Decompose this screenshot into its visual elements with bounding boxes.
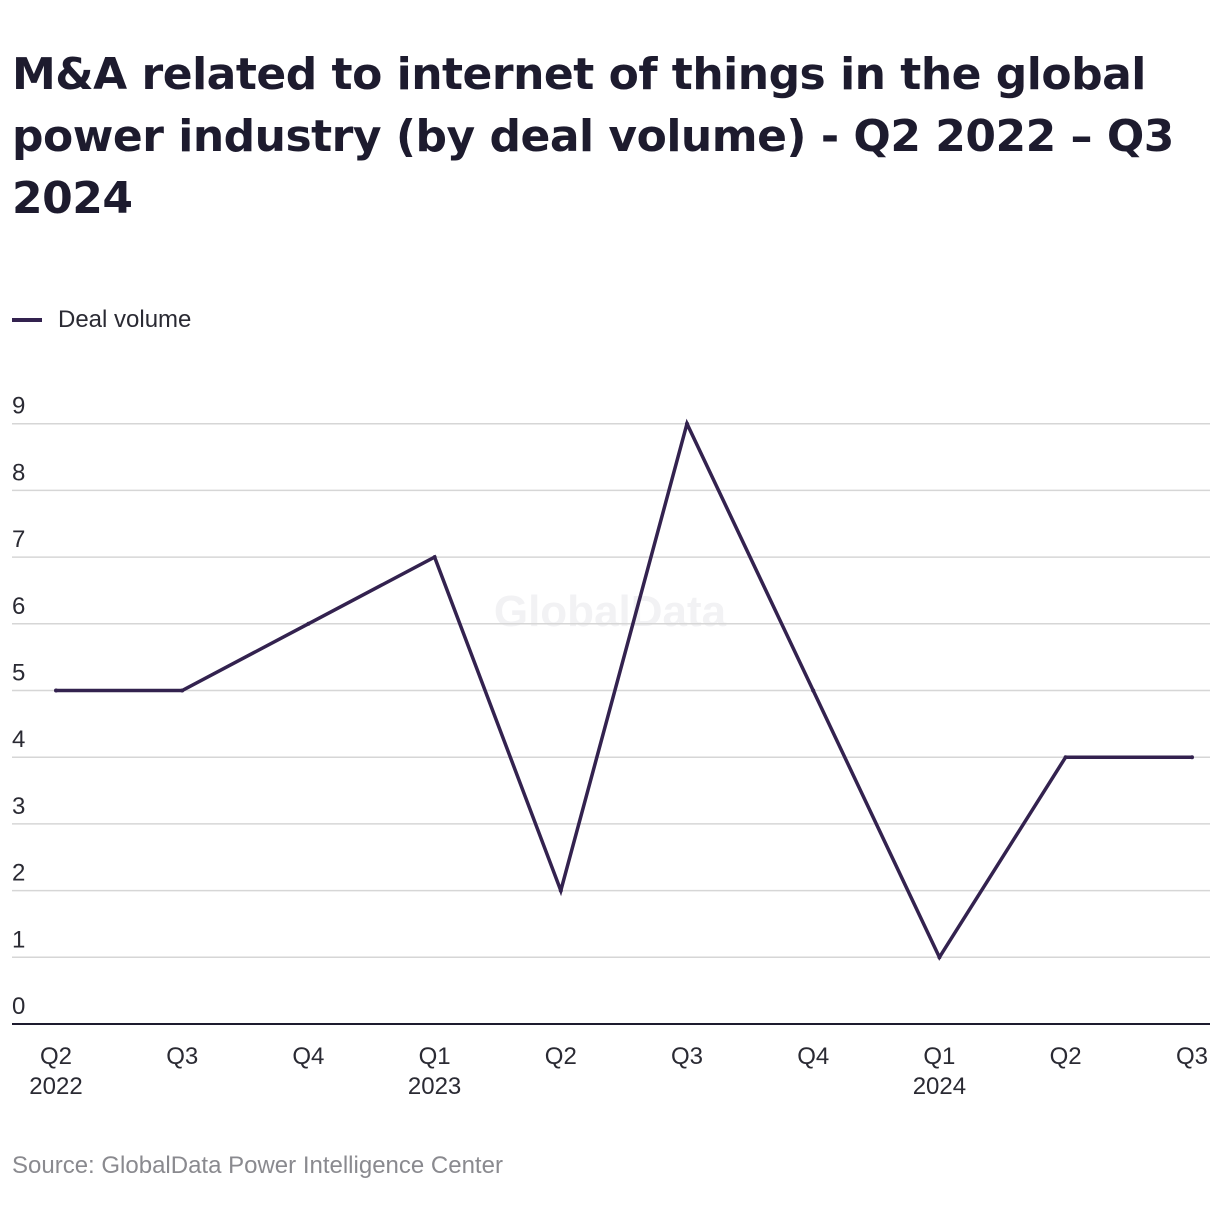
y-tick-label: 2 [12, 860, 25, 887]
data-point-q4-2023 [811, 688, 816, 693]
data-point-q4-2022 [306, 621, 311, 626]
y-tick-label: 8 [12, 459, 25, 486]
data-point-q2-2023 [558, 888, 563, 893]
y-tick-label: 9 [12, 393, 25, 420]
data-point-q2-2024 [1063, 755, 1068, 760]
x-tick-label: Q3 [671, 1043, 703, 1070]
legend: Deal volume [12, 306, 191, 334]
watermark-text: GlobalData [494, 587, 727, 636]
data-point-q2-2022 [54, 688, 58, 693]
x-tick-label: Q1 [923, 1043, 955, 1070]
y-tick-label: 4 [12, 726, 25, 753]
data-point-q3-2024 [1190, 755, 1194, 760]
x-tick-label: Q3 [166, 1043, 198, 1070]
data-point-q1-2023 [432, 555, 437, 560]
legend-line-swatch [12, 318, 42, 322]
data-point-q3-2022 [180, 688, 185, 693]
series-line-deal-volume [56, 418, 1192, 961]
data-point-q1-2024 [937, 955, 942, 960]
gridlines [12, 422, 1210, 1025]
y-tick-label: 1 [12, 926, 25, 953]
y-tick-label: 7 [12, 526, 25, 553]
x-tick-label: Q2 [545, 1043, 577, 1070]
y-axis-ticks: 0 1 2 3 4 5 6 7 8 9 [12, 393, 25, 1020]
x-axis-ticks: Q2 2022 Q3 Q4 Q1 2023 Q2 Q3 Q4 Q1 2024 Q2 Q3 [29, 1043, 1208, 1100]
x-tick-year-label: 2022 [29, 1073, 82, 1100]
y-tick-label: 0 [12, 993, 25, 1020]
y-tick-label: 3 [12, 793, 25, 820]
x-tick-label: Q3 [1176, 1043, 1208, 1070]
x-tick-year-label: 2024 [913, 1073, 966, 1100]
y-tick-label: 6 [12, 593, 25, 620]
x-tick-year-label: 2023 [408, 1073, 461, 1100]
series-layer [54, 418, 1194, 961]
y-tick-label: 5 [12, 660, 25, 687]
x-tick-label: Q2 [40, 1043, 72, 1070]
x-tick-label: Q1 [419, 1043, 451, 1070]
x-tick-label: Q4 [292, 1043, 324, 1070]
source-note: Source: GlobalData Power Intelligence Ce… [12, 1152, 503, 1179]
data-point-q3-2023 [685, 421, 689, 426]
x-tick-label: Q2 [1050, 1043, 1082, 1070]
x-tick-label: Q4 [797, 1043, 829, 1070]
chart-title: M&A related to internet of things in the… [12, 49, 1174, 224]
legend-label: Deal volume [58, 306, 192, 333]
